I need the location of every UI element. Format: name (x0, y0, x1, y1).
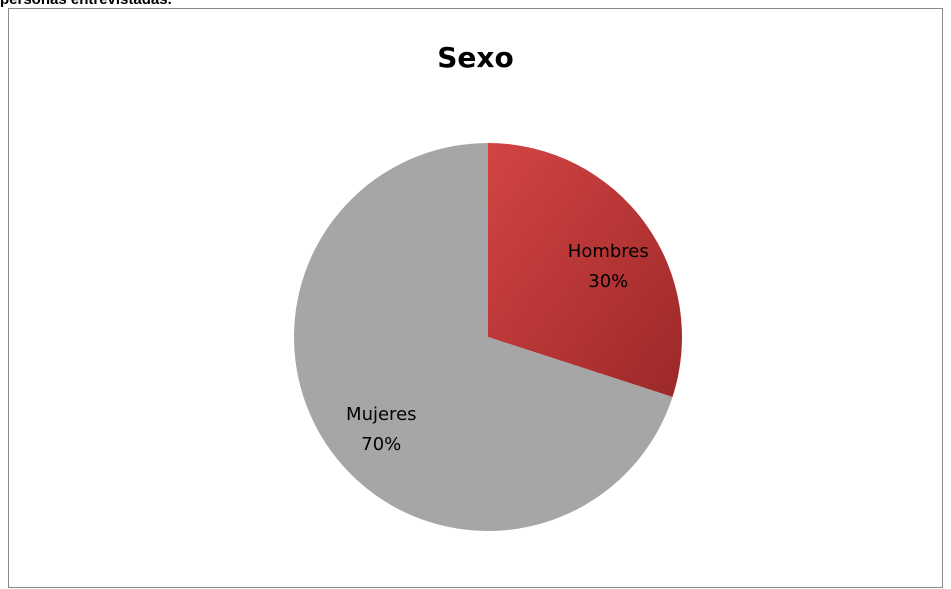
slice-label-hombres: Hombres (568, 241, 649, 262)
top-caption: personas entrevistadas. (0, 0, 172, 8)
pie-slice-hombres (488, 143, 682, 397)
slice-percent-hombres: 30% (588, 271, 628, 292)
chart-title: Sexo (437, 41, 514, 74)
slice-percent-mujeres: 70% (361, 434, 401, 455)
chart-area: Sexo Hombres 30% Mujeres 70% (8, 8, 943, 588)
slice-label-mujeres: Mujeres (346, 404, 416, 425)
pie-slice-mujeres (293, 143, 673, 531)
pie-chart: Hombres 30% Mujeres 70% (293, 143, 682, 531)
